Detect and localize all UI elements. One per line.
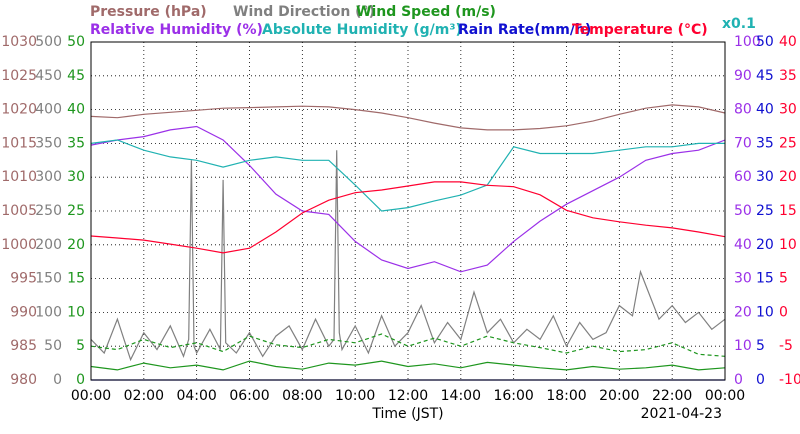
y-tick-label: 80 bbox=[734, 102, 752, 118]
y-tick-label: 500 bbox=[35, 34, 62, 50]
y-tick-label: 20 bbox=[756, 237, 774, 253]
date-label: 2021-04-23 bbox=[641, 406, 722, 422]
y-tick-label: 40 bbox=[67, 102, 85, 118]
y-tick-label: 400 bbox=[35, 102, 62, 118]
y-tick-label: -5 bbox=[779, 338, 793, 354]
y-tick-label: 10 bbox=[756, 304, 774, 320]
x-tick-label: 00:00 bbox=[705, 388, 745, 404]
y-tick-label: 1005 bbox=[1, 203, 37, 219]
y-tick-label: 45 bbox=[67, 68, 85, 84]
series-line bbox=[90, 139, 725, 212]
series-line bbox=[90, 150, 726, 362]
y-tick-label: 40 bbox=[756, 102, 774, 118]
y-tick-label: 40 bbox=[734, 237, 752, 253]
y-tick-label: 100 bbox=[734, 34, 761, 50]
series-line bbox=[90, 104, 726, 131]
y-tick-label: 995 bbox=[10, 271, 37, 287]
y-tick-label: 5 bbox=[76, 338, 85, 354]
y-tick-label: 50 bbox=[44, 338, 62, 354]
y-tick-label: 300 bbox=[35, 169, 62, 185]
y-tick-label: 15 bbox=[779, 203, 797, 219]
y-tick-label: 25 bbox=[67, 203, 85, 219]
y-tick-label: 35 bbox=[779, 68, 797, 84]
legend-label: Absolute Humidity (g/m³) bbox=[262, 22, 462, 38]
y-tick-label: 0 bbox=[53, 372, 62, 388]
y-tick-label: 50 bbox=[734, 203, 752, 219]
y-tick-label: 350 bbox=[35, 135, 62, 151]
y-tick-label: 25 bbox=[779, 135, 797, 151]
x-tick-label: 08:00 bbox=[282, 388, 322, 404]
y-tick-label: 1020 bbox=[1, 102, 37, 118]
legend-label: Wind Speed (m/s) bbox=[356, 4, 496, 20]
legend-label: Wind Direction (°) bbox=[233, 4, 375, 20]
series-line bbox=[90, 125, 726, 273]
legend-label: Relative Humidity (%) bbox=[90, 22, 263, 38]
y-tick-label: 45 bbox=[756, 68, 774, 84]
y-tick-label: 25 bbox=[756, 203, 774, 219]
y-tick-label: 30 bbox=[756, 169, 774, 185]
y-tick-label: 1025 bbox=[1, 68, 37, 84]
y-tick-label: 30 bbox=[734, 271, 752, 287]
y-tick-label: 0 bbox=[779, 304, 788, 320]
plot-frame bbox=[90, 41, 726, 381]
legend-label: Rain Rate(mm/h) bbox=[458, 22, 591, 38]
series-line bbox=[90, 181, 726, 254]
y-tick-label: 200 bbox=[35, 237, 62, 253]
x-tick-label: 22:00 bbox=[652, 388, 692, 404]
y-tick-label: 15 bbox=[756, 271, 774, 287]
y-tick-label: 60 bbox=[734, 169, 752, 185]
y-tick-label: 450 bbox=[35, 68, 62, 84]
y-tick-label: 10 bbox=[779, 237, 797, 253]
y-tick-label: 20 bbox=[779, 169, 797, 185]
y-tick-label: 1015 bbox=[1, 135, 37, 151]
y-tick-label: 50 bbox=[67, 34, 85, 50]
y-tick-label: 5 bbox=[779, 271, 788, 287]
y-tick-label: 10 bbox=[67, 304, 85, 320]
y-tick-label: 5 bbox=[756, 338, 765, 354]
y-tick-label: 30 bbox=[779, 102, 797, 118]
y-tick-label: 985 bbox=[10, 338, 37, 354]
y-tick-label: 70 bbox=[734, 135, 752, 151]
x-tick-label: 20:00 bbox=[599, 388, 639, 404]
y-tick-label: 0 bbox=[734, 372, 743, 388]
y-tick-label: 100 bbox=[35, 304, 62, 320]
legend-label: Temperature (°C) bbox=[572, 22, 708, 38]
x-tick-label: 06:00 bbox=[229, 388, 269, 404]
x-tick-label: 18:00 bbox=[546, 388, 586, 404]
y-tick-label: 10 bbox=[734, 338, 752, 354]
x-tick-label: 14:00 bbox=[441, 388, 481, 404]
x-tick-label: 02:00 bbox=[124, 388, 164, 404]
y-tick-label: 150 bbox=[35, 271, 62, 287]
legend-label: Pressure (hPa) bbox=[90, 4, 207, 20]
x-tick-label: 04:00 bbox=[176, 388, 216, 404]
y-tick-label: 980 bbox=[10, 372, 37, 388]
y-tick-label: 1030 bbox=[1, 34, 37, 50]
y-tick-label: 990 bbox=[10, 304, 37, 320]
x-tick-label: 10:00 bbox=[335, 388, 375, 404]
x-axis-label: Time (JST) bbox=[371, 406, 443, 422]
y-tick-label: 0 bbox=[76, 372, 85, 388]
y-tick-label: 50 bbox=[756, 34, 774, 50]
y-tick-label: 35 bbox=[756, 135, 774, 151]
y-tick-label: 40 bbox=[779, 34, 797, 50]
x-tick-label: 12:00 bbox=[388, 388, 428, 404]
y-tick-label: 20 bbox=[67, 237, 85, 253]
y-tick-label: 35 bbox=[67, 135, 85, 151]
scale-note: x0.1 bbox=[722, 16, 756, 32]
series-line bbox=[90, 360, 726, 371]
y-tick-label: 15 bbox=[67, 271, 85, 287]
y-tick-label: 1000 bbox=[1, 237, 37, 253]
x-tick-label: 16:00 bbox=[493, 388, 533, 404]
y-tick-label: 90 bbox=[734, 68, 752, 84]
y-tick-label: 0 bbox=[756, 372, 765, 388]
x-tick-label: 00:00 bbox=[71, 388, 111, 404]
y-tick-label: 1010 bbox=[1, 169, 37, 185]
y-tick-label: -10 bbox=[779, 372, 800, 388]
y-tick-label: 20 bbox=[734, 304, 752, 320]
y-tick-label: 250 bbox=[35, 203, 62, 219]
y-tick-label: 30 bbox=[67, 169, 85, 185]
